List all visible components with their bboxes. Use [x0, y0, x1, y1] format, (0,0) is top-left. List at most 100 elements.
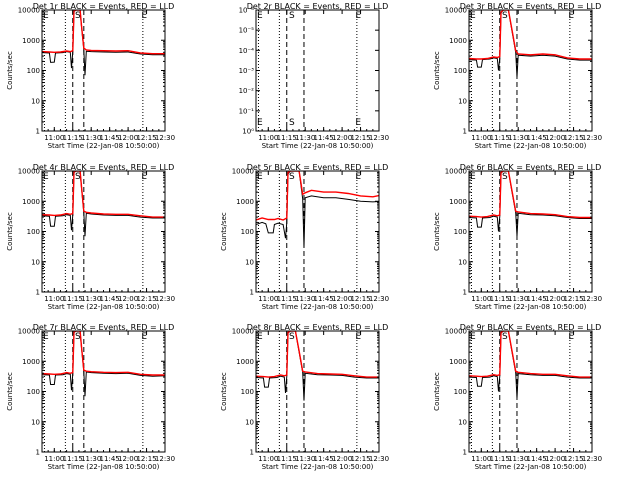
x-tick-label: 11:30: [508, 455, 528, 463]
event-marker-label: S: [75, 172, 81, 182]
y-axis-label: Counts/sec: [433, 372, 441, 411]
event-marker-label: E: [257, 118, 263, 128]
x-axis-label: Start Time (22-Jan-08 10:50:00): [48, 142, 160, 150]
y-axis-label: Counts/sec: [220, 212, 228, 251]
x-tick-label: 12:15: [350, 295, 370, 303]
x-tick-label: 12:30: [582, 455, 602, 463]
y-tick-label: 1: [463, 289, 467, 297]
y-tick-label: 10: [458, 97, 467, 105]
y-tick-label: 10⁻³: [239, 67, 255, 75]
x-tick-label: 11:45: [100, 455, 120, 463]
event-marker-label: S: [75, 332, 81, 342]
y-tick-label: 10000: [232, 328, 254, 336]
event-marker-label: E: [470, 172, 476, 182]
event-marker-label: E: [470, 332, 476, 342]
x-tick-label: 11:45: [527, 455, 547, 463]
series-group: [42, 10, 165, 76]
event-marker-label: E: [257, 11, 263, 21]
event-marker-label: S: [289, 332, 295, 342]
x-tick-label: 12:15: [136, 295, 156, 303]
y-tick-label: 10000: [18, 7, 40, 15]
y-tick-label: 10: [31, 258, 40, 266]
x-axis-label: Start Time (22-Jan-08 10:50:00): [262, 303, 374, 311]
x-tick-label: 11:15: [277, 295, 297, 303]
y-axis-label: Counts/sec: [6, 372, 14, 411]
y-tick-label: 1000: [449, 37, 467, 45]
panel-title: Det 9r BLACK = Events, RED = LLD: [460, 323, 602, 332]
y-tick-label: 1: [250, 449, 254, 457]
y-tick-label: 1: [36, 289, 40, 297]
x-tick-label: 11:15: [277, 134, 297, 142]
y-tick-label: 10: [245, 258, 254, 266]
y-tick-label: 1000: [22, 198, 40, 206]
x-tick-label: 11:00: [44, 455, 64, 463]
event-marker-label: E: [43, 172, 49, 182]
x-tick-label: 12:00: [545, 134, 565, 142]
x-tick-label: 12:00: [118, 295, 138, 303]
series-group: [256, 171, 379, 248]
plot-frame: [41, 170, 166, 293]
y-tick-label: 1000: [449, 358, 467, 366]
x-tick-label: 12:15: [563, 295, 583, 303]
y-tick-label: 100: [454, 67, 467, 75]
x-tick-label: 11:45: [314, 295, 334, 303]
x-tick-label: 12:30: [369, 295, 389, 303]
x-tick-label: 11:00: [471, 295, 491, 303]
y-tick-label: 10000: [445, 328, 467, 336]
series-group: [469, 171, 592, 237]
series-line-lld: [42, 10, 165, 55]
event-marker-label: E: [568, 332, 574, 342]
y-tick-label: 1: [36, 449, 40, 457]
y-axis-label: Counts/sec: [433, 51, 441, 90]
y-tick-label: 1: [463, 128, 467, 136]
x-tick-label: 11:30: [295, 455, 315, 463]
x-tick-label: 11:30: [508, 295, 528, 303]
x-tick-label: 11:30: [295, 134, 315, 142]
series-line-events: [42, 171, 165, 237]
x-tick-label: 11:45: [314, 455, 334, 463]
x-tick-label: 12:15: [136, 455, 156, 463]
x-tick-label: 11:00: [471, 134, 491, 142]
x-tick-label: 12:00: [332, 134, 352, 142]
series-line-lld: [256, 331, 379, 378]
y-tick-label: 10000: [18, 168, 40, 176]
x-tick-label: 11:45: [527, 134, 547, 142]
y-tick-label: 100: [27, 67, 40, 75]
x-axis-label: Start Time (22-Jan-08 10:50:00): [475, 463, 587, 471]
y-tick-label: 10: [31, 97, 40, 105]
x-axis-label: Start Time (22-Jan-08 10:50:00): [475, 303, 587, 311]
plot-frame: [468, 170, 593, 293]
plot-frame: [41, 9, 166, 132]
series-line-lld: [42, 331, 165, 376]
plot-frame: [255, 170, 380, 293]
x-tick-label: 12:00: [545, 295, 565, 303]
x-tick-label: 11:45: [527, 295, 547, 303]
series-line-events: [42, 331, 165, 397]
x-tick-label: 12:00: [545, 455, 565, 463]
x-axis-label: Start Time (22-Jan-08 10:50:00): [262, 463, 374, 471]
plot-frame: [255, 9, 380, 132]
series-group: [256, 331, 379, 401]
y-tick-label: 1000: [22, 37, 40, 45]
plot-frame: [255, 330, 380, 453]
y-tick-label: 1: [250, 289, 254, 297]
x-axis-label: Start Time (22-Jan-08 10:50:00): [475, 142, 587, 150]
event-marker-label: E: [43, 11, 49, 21]
event-marker-label: E: [355, 118, 361, 128]
x-tick-label: 11:15: [63, 134, 83, 142]
y-tick-label: 100: [241, 388, 254, 396]
x-tick-label: 11:15: [490, 134, 510, 142]
event-marker-label: E: [568, 11, 574, 21]
x-tick-label: 12:30: [369, 455, 389, 463]
x-tick-label: 12:15: [563, 134, 583, 142]
y-tick-label: 10000: [445, 168, 467, 176]
y-tick-label: 10000: [445, 7, 467, 15]
x-axis-label: Start Time (22-Jan-08 10:50:00): [262, 142, 374, 150]
y-tick-label: 1000: [236, 198, 254, 206]
x-tick-label: 11:45: [100, 295, 120, 303]
event-marker-label: E: [355, 172, 361, 182]
